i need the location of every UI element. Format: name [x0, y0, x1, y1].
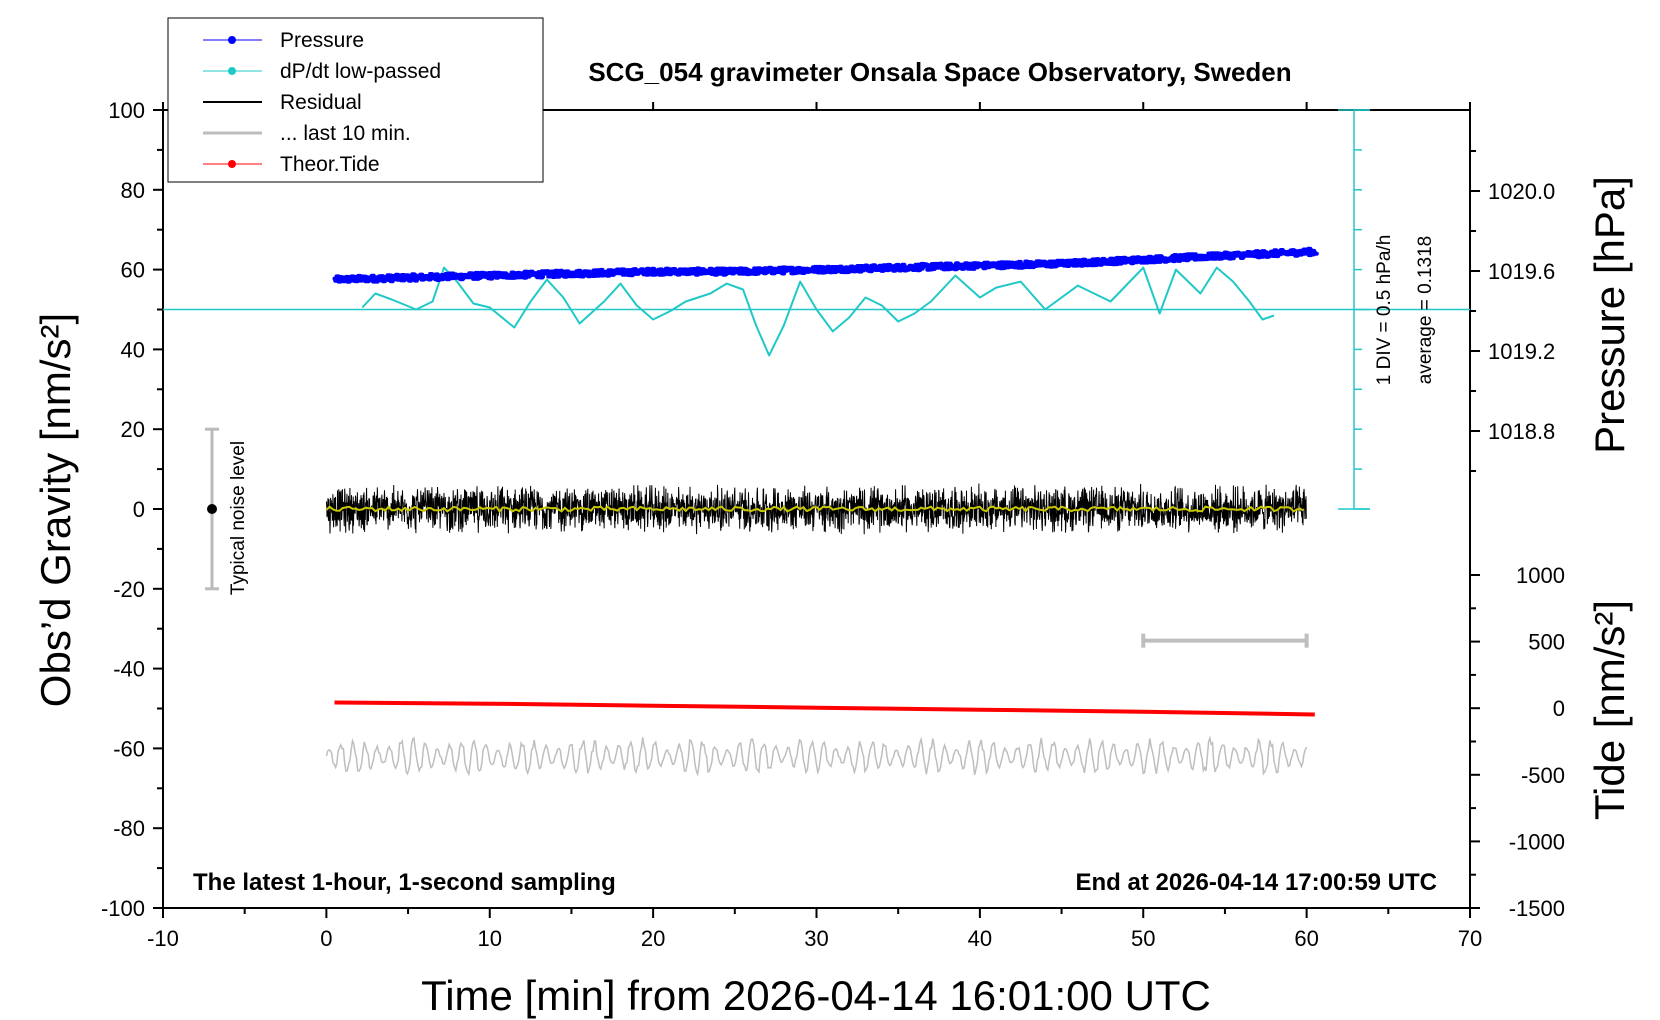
pressure-points [332, 246, 1319, 284]
chart-title: SCG_054 gravimeter Onsala Space Observat… [588, 57, 1291, 87]
tide-tick-label: 0 [1553, 696, 1565, 721]
y-tick-label: -40 [113, 657, 145, 682]
residual-smoothed-line [325, 505, 1304, 514]
pressure-tick-label: 1019.2 [1488, 339, 1555, 364]
x-tick-label: 50 [1131, 926, 1155, 951]
tide-line [334, 700, 1315, 717]
dpdt-scale-label: 1 DIV = 0.5 hPa/h [1374, 235, 1395, 386]
y-tick-label: 80 [121, 178, 145, 203]
x-axis-label: Time [min] from 2026-04-14 16:01:00 UTC [421, 972, 1211, 1019]
pressure-tick-label: 1019.6 [1488, 259, 1555, 284]
legend-label: dP/dt low-passed [280, 60, 441, 83]
y-tick-label: -20 [113, 577, 145, 602]
y-tick-label: 0 [133, 497, 145, 522]
dpdt-line [361, 266, 1275, 357]
y-axis-label-pressure: Pressure [hPa] [1586, 176, 1633, 454]
noise-dot [207, 504, 218, 514]
y-axis-ticks: -100 -80 -60 -40 -20 0 20 40 60 80 100 [101, 98, 163, 921]
legend-swatch-dot [228, 67, 236, 75]
x-tick-label: 10 [478, 926, 502, 951]
pressure-tick-label: 1018.8 [1488, 419, 1555, 444]
tide-tick-label: 1000 [1516, 563, 1565, 588]
tide-tick-label: -1000 [1509, 829, 1565, 854]
noise-indicator [205, 427, 220, 591]
y-tick-label: -60 [113, 736, 145, 761]
legend-box [167, 17, 544, 183]
noise-level-label: Typical noise level [228, 441, 249, 595]
x-tick-label: 40 [968, 926, 992, 951]
y-axis-label-left: Obs’d Gravity [nm/s²] [32, 313, 79, 707]
x-axis-ticks: -10 0 10 20 30 40 50 60 70 [147, 102, 1482, 951]
y-axis-label-tide: Tide [nm/s²] [1586, 600, 1633, 820]
legend: Pressure dP/dt low-passed Residual ... last… [167, 17, 544, 183]
tide-tick-label: -1500 [1509, 896, 1565, 921]
legend-label: Theor.Tide [280, 153, 380, 176]
pressure-tick-label: 1020.0 [1488, 179, 1555, 204]
tide-tick-label: -500 [1521, 763, 1565, 788]
legend-label: ... last 10 min. [280, 122, 411, 145]
tide-tick-label: 500 [1528, 630, 1565, 655]
y-tick-label: 100 [108, 98, 145, 123]
y-tick-label: 60 [121, 258, 145, 283]
last10-line [325, 735, 1308, 777]
footer-right: End at 2026-04-14 17:00:59 UTC [1076, 869, 1438, 896]
y-tick-label: 20 [121, 417, 145, 442]
footer-left: The latest 1-hour, 1-second sampling [193, 869, 616, 896]
series-layer [163, 246, 1470, 777]
x-tick-label: -10 [147, 926, 179, 951]
legend-swatch-dot [228, 36, 236, 44]
dpdt-average-label: average = 0.1318 [1415, 236, 1436, 384]
y-tick-label: -80 [113, 816, 145, 841]
legend-label: Residual [280, 91, 362, 114]
x-tick-label: 20 [641, 926, 665, 951]
y-tick-label: -100 [101, 896, 145, 921]
x-tick-label: 70 [1458, 926, 1482, 951]
legend-swatch-dot [228, 160, 236, 168]
tide-axis-ticks: 1000 500 0 -500 -1000 -1500 [1470, 563, 1565, 921]
pressure-axis-ticks: 1020.0 1019.6 1019.2 1018.8 [1470, 150, 1555, 472]
x-tick-label: 30 [804, 926, 828, 951]
x-tick-label: 0 [320, 926, 332, 951]
y-tick-label: 40 [121, 337, 145, 362]
legend-label: Pressure [280, 29, 364, 52]
x-tick-label: 60 [1294, 926, 1318, 951]
legend-items: Pressure dP/dt low-passed Residual ... last… [203, 29, 441, 176]
